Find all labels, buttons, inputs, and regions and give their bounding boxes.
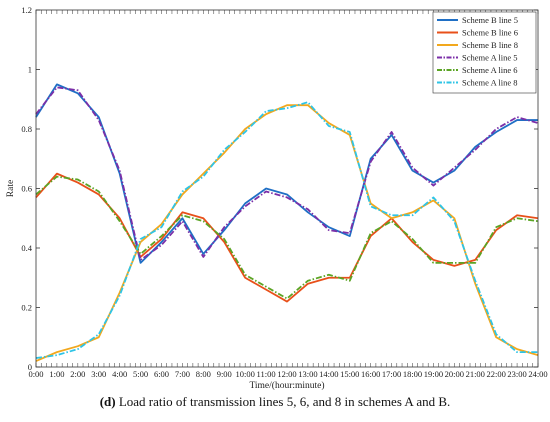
- series-line-2: [35, 172, 539, 303]
- x-minor-ticks: [35, 10, 539, 367]
- x-tick-label: 24:00: [528, 369, 547, 379]
- legend: Scheme B line 5 Scheme B line 6 Scheme B l…: [432, 11, 537, 94]
- legend-box: [432, 11, 537, 94]
- series-line-6: [35, 101, 538, 359]
- x-tick-label: 6:00: [154, 369, 169, 379]
- x-tick-label: 3:00: [91, 369, 106, 379]
- x-tick-label: 19:00: [424, 369, 443, 379]
- x-tick-label: 9:00: [217, 369, 232, 379]
- legend-entry: Scheme B line 5: [462, 15, 518, 25]
- x-tick-label: 5:00: [133, 369, 148, 379]
- x-tick-label: 15:00: [340, 369, 359, 379]
- series-line-1: [35, 83, 538, 264]
- y-tick-label: 0.8: [21, 124, 32, 134]
- load-ratio-chart: 0:00 1:00 2:00 3:00 4:00 5:00 6:00 7:00 8:00 9:00…: [6, 5, 548, 391]
- y-tick-label: 0.4: [21, 243, 32, 253]
- axes: 0:00 1:00 2:00 3:00 4:00 5:00 6:00 7:00 8:00 9:00…: [21, 5, 547, 379]
- series-line-4: [35, 86, 539, 261]
- figure-caption: (d) Load ratio of transmission lines 5, …: [0, 394, 550, 410]
- y-axis-title: Rate: [6, 180, 16, 197]
- series-line-3: [35, 104, 539, 362]
- y-tick-label: 1.2: [21, 5, 32, 15]
- x-axis-title: Time/(hour:minute): [249, 380, 324, 391]
- x-tick-label: 23:00: [507, 369, 526, 379]
- series-line-5: [35, 175, 539, 300]
- x-tick-label: 8:00: [196, 369, 211, 379]
- legend-entry: Scheme B line 6: [462, 28, 518, 38]
- x-tick-label: 10:00: [235, 369, 254, 379]
- x-tick-label: 18:00: [403, 369, 422, 379]
- x-tick-label: 2:00: [70, 369, 85, 379]
- legend-entry: Scheme A line 8: [462, 78, 517, 88]
- x-tick-label: 11:00: [257, 369, 276, 379]
- x-tick-label: 7:00: [175, 369, 190, 379]
- y-tick-label: 0.2: [21, 303, 32, 313]
- x-tick-label: 20:00: [445, 369, 464, 379]
- caption-text: Load ratio of transmission lines 5, 6, a…: [118, 394, 451, 409]
- x-tick-label: 17:00: [382, 369, 401, 379]
- caption-label: (d): [99, 394, 116, 409]
- legend-entry: Scheme B line 8: [462, 40, 518, 50]
- x-tick-label: 0:00: [28, 369, 43, 379]
- x-tick-label: 16:00: [361, 369, 380, 379]
- legend-entry: Scheme A line 5: [462, 53, 517, 63]
- x-tick-label: 14:00: [319, 369, 338, 379]
- x-tick-label: 1:00: [49, 369, 64, 379]
- x-tick-label: 22:00: [486, 369, 505, 379]
- y-tick-label: 0: [28, 362, 32, 372]
- x-tick-label: 21:00: [466, 369, 485, 379]
- x-tick-label: 12:00: [277, 369, 296, 379]
- x-tick-label: 13:00: [298, 369, 317, 379]
- y-tick-label: 0.6: [21, 184, 32, 194]
- y-tick-label: 1: [28, 65, 32, 75]
- x-tick-label: 4:00: [112, 369, 127, 379]
- legend-entry: Scheme A line 6: [462, 65, 517, 75]
- series-lines: [35, 83, 539, 362]
